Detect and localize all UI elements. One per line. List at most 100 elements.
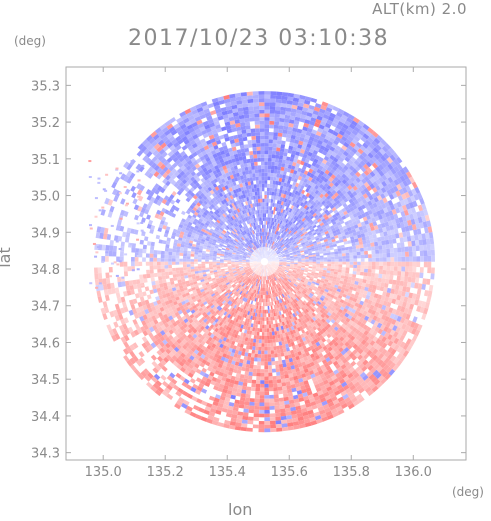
radar-bin [286, 256, 290, 258]
radar-bin [286, 260, 291, 262]
radar-bin [220, 200, 226, 205]
radar-bin [271, 286, 274, 291]
radar-bin [262, 198, 265, 203]
radar-bin [374, 241, 379, 247]
radar-bin [287, 187, 292, 192]
radar-bin [295, 286, 300, 291]
radar-bin [257, 252, 261, 256]
radar-bin [287, 195, 291, 200]
radar-bin [296, 228, 301, 232]
radar-bin [243, 268, 248, 271]
radar-bin [306, 245, 311, 248]
radar-bin [266, 195, 270, 199]
radar-bin [238, 257, 243, 259]
radar-bin [286, 299, 290, 304]
radar-bin [250, 308, 253, 312]
radar-bin [209, 268, 214, 272]
radar-bin [283, 370, 289, 375]
radar-bin [256, 253, 260, 257]
radar-bin [274, 316, 277, 321]
radar-bin [248, 283, 252, 288]
radar-bin [353, 261, 358, 265]
radar-bin [274, 158, 279, 163]
radar-bin [238, 259, 243, 261]
radar-bin [274, 234, 277, 238]
radar-bin [318, 236, 323, 240]
radar-bin [267, 263, 271, 267]
radar-bin [259, 209, 262, 214]
radar-bin [200, 296, 205, 301]
radar-bin [300, 268, 305, 271]
radar-bin [269, 266, 273, 270]
radar-bin [293, 236, 298, 240]
radar-bin [266, 280, 268, 284]
radar-bin [235, 330, 240, 335]
radar-bin [262, 246, 264, 251]
radar-bin [242, 264, 247, 266]
radar-bin [238, 203, 243, 208]
radar-bin [276, 245, 280, 249]
radar-bin [324, 288, 329, 293]
radar-bin [153, 265, 158, 270]
radar-bin [287, 273, 292, 276]
radar-bin [263, 250, 264, 255]
radar-bin [291, 247, 295, 250]
radar-bin [270, 165, 275, 170]
radar-bin [303, 323, 308, 328]
radar-bin [275, 300, 279, 305]
radar-bin [267, 264, 270, 267]
radar-bin [285, 237, 289, 242]
radar-bin [333, 223, 338, 228]
radar-bin [279, 249, 284, 252]
radar-bin [203, 211, 208, 216]
radar-bin [274, 265, 279, 268]
radar-bin [240, 312, 244, 317]
radar-bin [359, 271, 364, 276]
radar-bin [310, 327, 315, 333]
radar-bin [224, 240, 229, 244]
radar-bin [259, 251, 262, 255]
radar-bin [292, 240, 296, 244]
radar-bin [263, 276, 264, 281]
radar-bin [262, 269, 264, 273]
radar-bin [286, 264, 291, 267]
radar-bin [314, 203, 319, 209]
radar-bin [209, 250, 214, 253]
radar-bin [312, 254, 317, 257]
radar-bin [237, 248, 242, 252]
radar-bin [237, 284, 242, 289]
radar-bin [293, 294, 297, 299]
radar-bin [294, 261, 298, 263]
radar-bin [281, 359, 286, 364]
radar-bin [334, 269, 339, 272]
radar-bin [193, 227, 198, 232]
radar-bin [247, 356, 251, 361]
radar-bin [253, 158, 258, 163]
radar-bin [325, 218, 331, 223]
radar-bin [379, 257, 384, 262]
radar-bin [277, 283, 281, 288]
radar-bin [301, 311, 306, 316]
radar-bin [283, 241, 288, 245]
radar-bin [270, 172, 274, 177]
radar-bin [260, 206, 263, 210]
radar-bin [310, 245, 315, 249]
radar-bin [281, 290, 285, 294]
radar-bin [312, 300, 317, 305]
radar-bin [273, 323, 276, 328]
radar-bin [278, 360, 283, 365]
radar-bin [301, 337, 307, 342]
radar-bin [285, 287, 289, 291]
radar-bin [275, 260, 280, 262]
radar-bin [226, 245, 231, 248]
radar-bin [282, 309, 286, 314]
radar-bin [279, 212, 283, 217]
radar-bin [261, 339, 265, 344]
radar-bin [307, 248, 312, 251]
radar-bin [267, 243, 269, 248]
radar-bin [312, 263, 317, 266]
radar-bin [301, 189, 306, 195]
radar-bin [239, 343, 244, 348]
radar-bin [269, 232, 271, 237]
radar-bin [275, 222, 279, 227]
